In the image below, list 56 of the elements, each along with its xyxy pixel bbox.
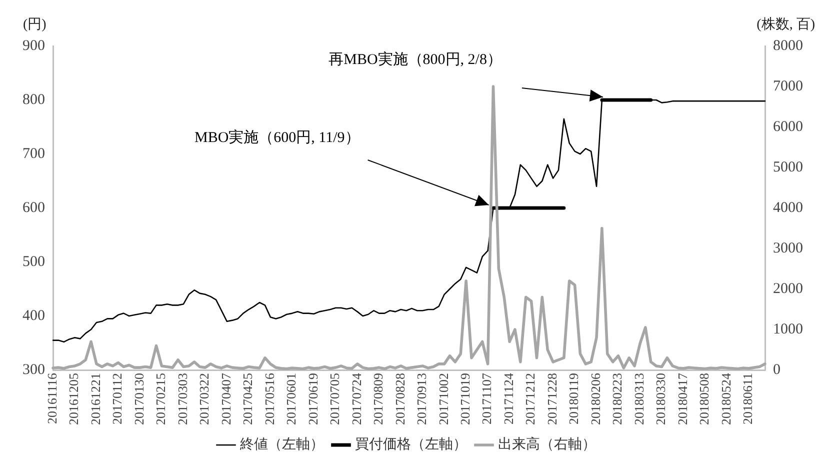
x-tick-label: 20170724 [348,372,364,425]
x-tick-label: 20170303 [174,373,190,425]
annotation: 再MBO実施（800円, 2/8） [328,50,502,68]
x-tick-label: 20170809 [370,373,386,425]
x-tick-label: 20161221 [88,373,103,425]
y2-tick-label: 5000 [773,159,803,176]
y2-tick-label: 8000 [773,38,803,54]
y-tick-label: 900 [22,38,45,54]
x-tick-label: 20161116 [44,372,60,424]
x-tick-label: 20170516 [262,372,277,425]
x-tick-label: 20170705 [327,373,342,425]
x-tick-label: 20170913 [414,373,430,425]
x-tick-label: 20170828 [392,373,408,425]
y-tick-label: 400 [22,308,45,324]
x-tick-label: 20170130 [131,373,146,425]
x-tick-label: 20161205 [66,373,82,425]
y-axis-title: (円) [23,18,47,33]
x-tick-label: 20180223 [610,373,625,425]
y-tick-label: 300 [22,362,45,378]
y2-tick-label: 7000 [773,78,803,94]
x-tick-label: 20180417 [674,372,690,425]
y-tick-label: 600 [22,200,45,216]
x-tick-label: 20180330 [653,373,668,425]
x-tick-label: 20171124 [500,372,516,425]
y2-tick-label: 4000 [773,200,803,216]
x-tick-label: 20171212 [522,373,538,425]
y-tick-label: 700 [22,146,45,162]
x-tick-label: 20171107 [479,372,494,425]
x-tick-label: 20180524 [718,372,734,425]
x-tick-label: 20170112 [110,373,125,425]
x-tick-label: 20171002 [436,373,451,425]
x-tick-label: 20170407 [218,372,234,425]
x-tick-label: 20180119 [566,373,582,425]
y-tick-label: 800 [22,92,45,108]
x-tick-label: 20180611 [740,373,756,425]
y2-axis-title: (株数, 百) [756,16,816,33]
x-tick-label: 20171228 [544,373,560,425]
x-tick-label: 20171019 [457,373,472,425]
y2-tick-label: 0 [773,362,780,378]
y2-tick-label: 2000 [773,280,803,297]
x-tick-label: 20170215 [153,373,168,425]
legend-label: 出来高（右軸） [498,436,596,453]
x-tick-label: 20170619 [305,373,320,425]
x-tick-label: 20170601 [284,373,299,425]
annotation: MBO実施（600円, 11/9） [194,128,360,146]
x-tick-label: 20170425 [240,373,256,425]
y2-tick-label: 3000 [773,240,803,256]
y-tick-label: 500 [22,254,45,270]
x-tick-label: 20170322 [196,373,212,425]
legend-label: 終値（左軸） [239,436,324,453]
x-tick-label: 20180313 [631,373,646,425]
x-tick-label: 20180508 [696,373,712,425]
y2-tick-label: 1000 [773,321,803,338]
y2-tick-label: 6000 [773,118,803,135]
legend-label: 買付価格（左軸） [355,436,467,453]
x-tick-label: 20180206 [588,372,603,425]
